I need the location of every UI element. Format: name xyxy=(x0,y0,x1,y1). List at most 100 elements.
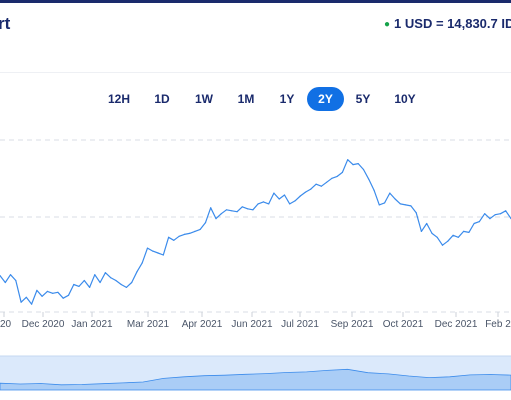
data-point xyxy=(241,206,243,208)
data-point xyxy=(110,277,112,279)
exchange-rate-text: 1 USD = 14,830.7 ID xyxy=(394,16,511,31)
data-point xyxy=(262,201,264,203)
x-tick-label: Jul 2021 xyxy=(281,319,319,330)
data-point xyxy=(0,275,1,277)
data-point xyxy=(173,239,175,241)
data-point xyxy=(415,212,417,214)
data-point xyxy=(120,283,122,286)
data-point xyxy=(94,274,96,276)
data-point xyxy=(104,272,106,274)
data-point xyxy=(146,247,149,249)
data-point xyxy=(315,183,317,185)
data-point xyxy=(268,203,270,205)
x-tick-label: Dec 2021 xyxy=(435,319,478,330)
navigator-area xyxy=(0,368,511,391)
data-point xyxy=(136,271,138,273)
data-point xyxy=(220,213,222,215)
data-point xyxy=(273,192,275,194)
data-point xyxy=(447,240,449,242)
x-tick-label: Sep 2021 xyxy=(331,319,374,330)
data-point xyxy=(78,285,80,287)
x-axis-ticks: 20 Dec 2020 Jan 2021 Mar 2021 Apr 2021 Jun 20… xyxy=(0,312,511,330)
data-point xyxy=(436,236,438,238)
data-point xyxy=(304,191,307,193)
exchange-rate-readout: ● 1 USD = 14,830.7 ID xyxy=(384,16,511,31)
data-point xyxy=(331,177,333,179)
data-point xyxy=(225,209,228,211)
data-point xyxy=(73,283,75,286)
data-point xyxy=(378,204,380,206)
tab-5y[interactable]: 5Y xyxy=(355,92,371,106)
series-line xyxy=(0,159,511,305)
data-point xyxy=(257,203,259,205)
data-point xyxy=(178,235,180,237)
data-point xyxy=(247,208,249,210)
tab-10y[interactable]: 10Y xyxy=(394,92,416,106)
data-point xyxy=(505,210,507,212)
data-point xyxy=(9,274,12,276)
data-point xyxy=(368,178,370,180)
data-point xyxy=(362,168,365,171)
data-point xyxy=(499,213,502,215)
page-title: rt xyxy=(0,14,11,33)
data-point xyxy=(452,234,454,236)
data-point xyxy=(41,295,43,297)
range-navigator[interactable] xyxy=(0,355,511,391)
data-point xyxy=(189,232,191,234)
data-point xyxy=(194,230,196,232)
data-point xyxy=(83,279,85,282)
data-point xyxy=(420,230,422,232)
data-point xyxy=(320,185,322,187)
tab-1m[interactable]: 1M xyxy=(237,92,255,106)
tab-1y[interactable]: 1Y xyxy=(279,92,295,106)
data-point xyxy=(215,218,217,220)
data-point xyxy=(494,214,496,216)
data-point xyxy=(125,286,127,288)
data-point xyxy=(15,279,17,282)
live-status-icon: ● xyxy=(384,19,391,30)
data-point xyxy=(131,281,133,284)
tab-12h[interactable]: 12H xyxy=(107,92,130,106)
tab-2y[interactable]: 2Y xyxy=(307,87,344,111)
tab-1w[interactable]: 1W xyxy=(195,92,213,106)
data-point xyxy=(394,198,396,200)
data-point xyxy=(4,281,6,284)
x-tick-label: Apr 2021 xyxy=(182,319,223,330)
data-point xyxy=(157,252,159,254)
data-point xyxy=(468,231,470,233)
x-tick-label: Dec 2020 xyxy=(22,319,65,330)
data-point xyxy=(210,207,212,209)
chart-grid xyxy=(0,139,511,313)
data-point xyxy=(283,194,286,196)
data-point xyxy=(426,222,428,225)
data-point xyxy=(99,281,101,284)
data-point xyxy=(310,188,312,190)
data-point xyxy=(199,228,201,230)
x-tick-label: Jun 2021 xyxy=(231,319,273,330)
data-point xyxy=(36,289,38,291)
data-point xyxy=(336,175,338,177)
data-point xyxy=(399,203,401,205)
data-point xyxy=(357,163,359,165)
data-point xyxy=(294,200,296,202)
data-point xyxy=(389,192,391,194)
data-point xyxy=(352,164,354,166)
header-divider xyxy=(0,72,511,73)
data-point xyxy=(204,222,207,224)
data-point xyxy=(162,254,164,256)
data-point xyxy=(463,230,465,232)
data-point xyxy=(278,198,280,200)
x-tick-label: 20 xyxy=(0,319,12,330)
data-point xyxy=(373,189,375,191)
data-point xyxy=(252,209,254,211)
tab-1d[interactable]: 1D xyxy=(154,92,170,106)
data-point xyxy=(46,290,49,292)
data-point xyxy=(115,279,117,282)
data-point xyxy=(183,233,185,235)
data-point xyxy=(405,204,407,206)
data-point xyxy=(20,301,22,303)
data-point xyxy=(168,236,170,238)
timeframe-tabs: 12H 1D 1W 1M 1Y 2Y 5Y 10Y xyxy=(0,87,511,111)
data-point xyxy=(473,222,475,225)
